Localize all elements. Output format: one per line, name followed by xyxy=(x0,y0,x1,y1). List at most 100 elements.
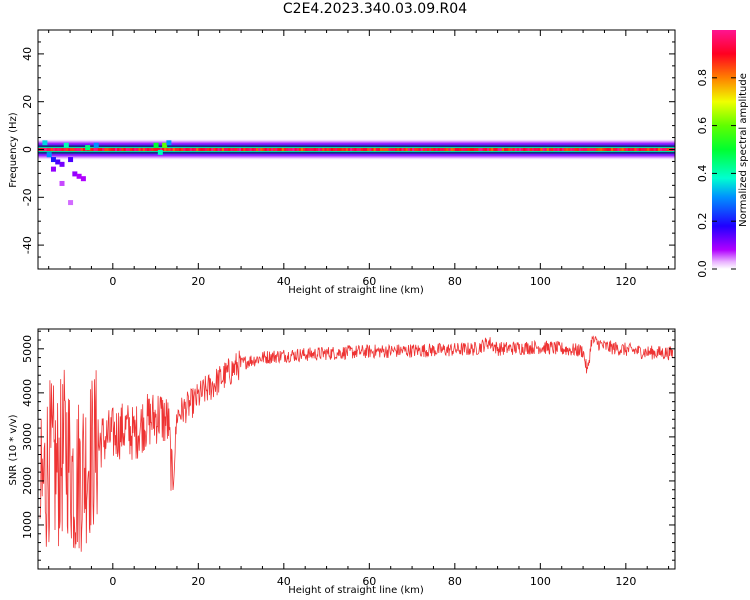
spectral-point xyxy=(72,171,78,177)
band-core-cell xyxy=(595,148,599,151)
band-core-cell xyxy=(437,148,441,151)
spectrogram-y-tick-label: -40 xyxy=(21,236,34,254)
band-core-cell xyxy=(461,148,464,151)
band-core-cell xyxy=(313,148,317,151)
spectrogram-y-tick-label: 20 xyxy=(21,95,34,109)
band-core-cell xyxy=(245,148,248,151)
band-core-cell xyxy=(236,148,240,151)
band-core-cell xyxy=(341,148,344,151)
snr-x-tick-label: 120 xyxy=(615,575,636,588)
band-core-cell xyxy=(326,148,330,151)
band-core-cell xyxy=(264,148,268,151)
band-core-cell xyxy=(565,148,569,151)
band-core-cell xyxy=(482,148,486,151)
band-core-cell xyxy=(189,148,193,151)
band-core-cell xyxy=(48,148,52,151)
band-core-cell xyxy=(647,148,650,151)
band-core-cell xyxy=(390,148,394,151)
snr-x-axis-label: Height of straight line (km) xyxy=(288,585,424,596)
band-core-cell xyxy=(431,148,434,151)
band-core-cell xyxy=(403,148,406,151)
band-core-cell xyxy=(630,148,633,151)
band-core-cell xyxy=(352,148,355,151)
band-core-cell xyxy=(373,148,377,151)
band-core-cell xyxy=(514,148,518,151)
band-core-cell xyxy=(493,148,496,151)
snr-y-ticks: 1000 2000 3000 4000 5000 xyxy=(21,330,675,561)
band-core-cell xyxy=(226,148,229,151)
spectrogram-x-tick-label: 100 xyxy=(530,275,551,288)
band-core-cell xyxy=(241,148,244,151)
band-core-cell xyxy=(435,148,439,151)
spectral-point xyxy=(55,159,61,165)
band-core-cell xyxy=(615,148,618,151)
band-core-cell xyxy=(273,148,276,151)
band-core-cell xyxy=(270,148,274,151)
band-core-cell xyxy=(238,148,242,151)
band-core-cell xyxy=(356,148,359,151)
band-core-cell xyxy=(570,148,573,151)
band-core-cell xyxy=(153,148,156,151)
band-core-cell xyxy=(136,148,139,151)
band-core-cell xyxy=(57,148,60,151)
band-core-cell xyxy=(651,148,654,151)
band-core-cell xyxy=(200,148,203,151)
band-core-cell xyxy=(495,148,498,151)
spectrogram-y-tick-label: -20 xyxy=(21,188,34,206)
band-core-cell xyxy=(510,148,513,151)
band-core-cell xyxy=(228,148,231,151)
band-core-cell xyxy=(305,148,308,151)
band-core-cell xyxy=(358,148,362,151)
band-core-cell xyxy=(99,148,103,151)
snr-frame xyxy=(37,328,676,570)
band-core-cell xyxy=(300,148,304,151)
band-core-cell xyxy=(72,148,75,151)
band-core-cell xyxy=(418,148,421,151)
band-core-cell xyxy=(147,148,150,151)
band-core-cell xyxy=(112,148,116,151)
band-core-cell xyxy=(412,148,415,151)
band-core-cell xyxy=(572,148,575,151)
band-core-cell xyxy=(196,148,199,151)
snr-series-line xyxy=(39,335,674,552)
band-core-cell xyxy=(465,148,468,151)
band-core-cell xyxy=(405,148,409,151)
band-core-cell xyxy=(194,148,197,151)
band-core-cell xyxy=(499,148,503,151)
band-core-cell xyxy=(350,148,353,151)
band-core-cell xyxy=(206,148,210,151)
band-core-cell xyxy=(454,148,458,151)
band-core-cell xyxy=(74,148,77,151)
band-core-cell xyxy=(497,148,501,151)
band-core-cell xyxy=(281,148,285,151)
band-core-cell xyxy=(480,148,483,151)
band-core-cell xyxy=(285,148,289,151)
colorbar-tick-label: 0.8 xyxy=(696,69,709,87)
snr-x-tick-label: 40 xyxy=(277,575,291,588)
band-core-cell xyxy=(332,148,336,151)
band-core-cell xyxy=(354,148,357,151)
band-core-cell xyxy=(512,148,515,151)
band-core-cell xyxy=(256,148,259,151)
band-core-cell xyxy=(598,148,601,151)
band-core-cell xyxy=(375,148,379,151)
band-core-cell xyxy=(296,148,300,151)
colorbar-tick-label: 0.6 xyxy=(696,117,709,135)
band-core-cell xyxy=(444,148,447,151)
spectral-point xyxy=(68,200,74,206)
band-core-cell xyxy=(52,148,56,151)
band-core-cell xyxy=(587,148,590,151)
band-core-cell xyxy=(172,148,176,151)
band-core-cell xyxy=(638,148,642,151)
spectral-point xyxy=(42,140,48,146)
band-core-cell xyxy=(59,148,62,151)
band-core-cell xyxy=(407,148,411,151)
band-core-cell xyxy=(78,148,82,151)
band-core-cell xyxy=(55,148,58,151)
snr-y-tick-label: 5000 xyxy=(21,335,34,363)
band-core-cell xyxy=(339,148,342,151)
band-core-cell xyxy=(386,148,389,151)
band-core-cell xyxy=(328,148,332,151)
band-core-cell xyxy=(345,148,349,151)
band-core-cell xyxy=(266,148,270,151)
